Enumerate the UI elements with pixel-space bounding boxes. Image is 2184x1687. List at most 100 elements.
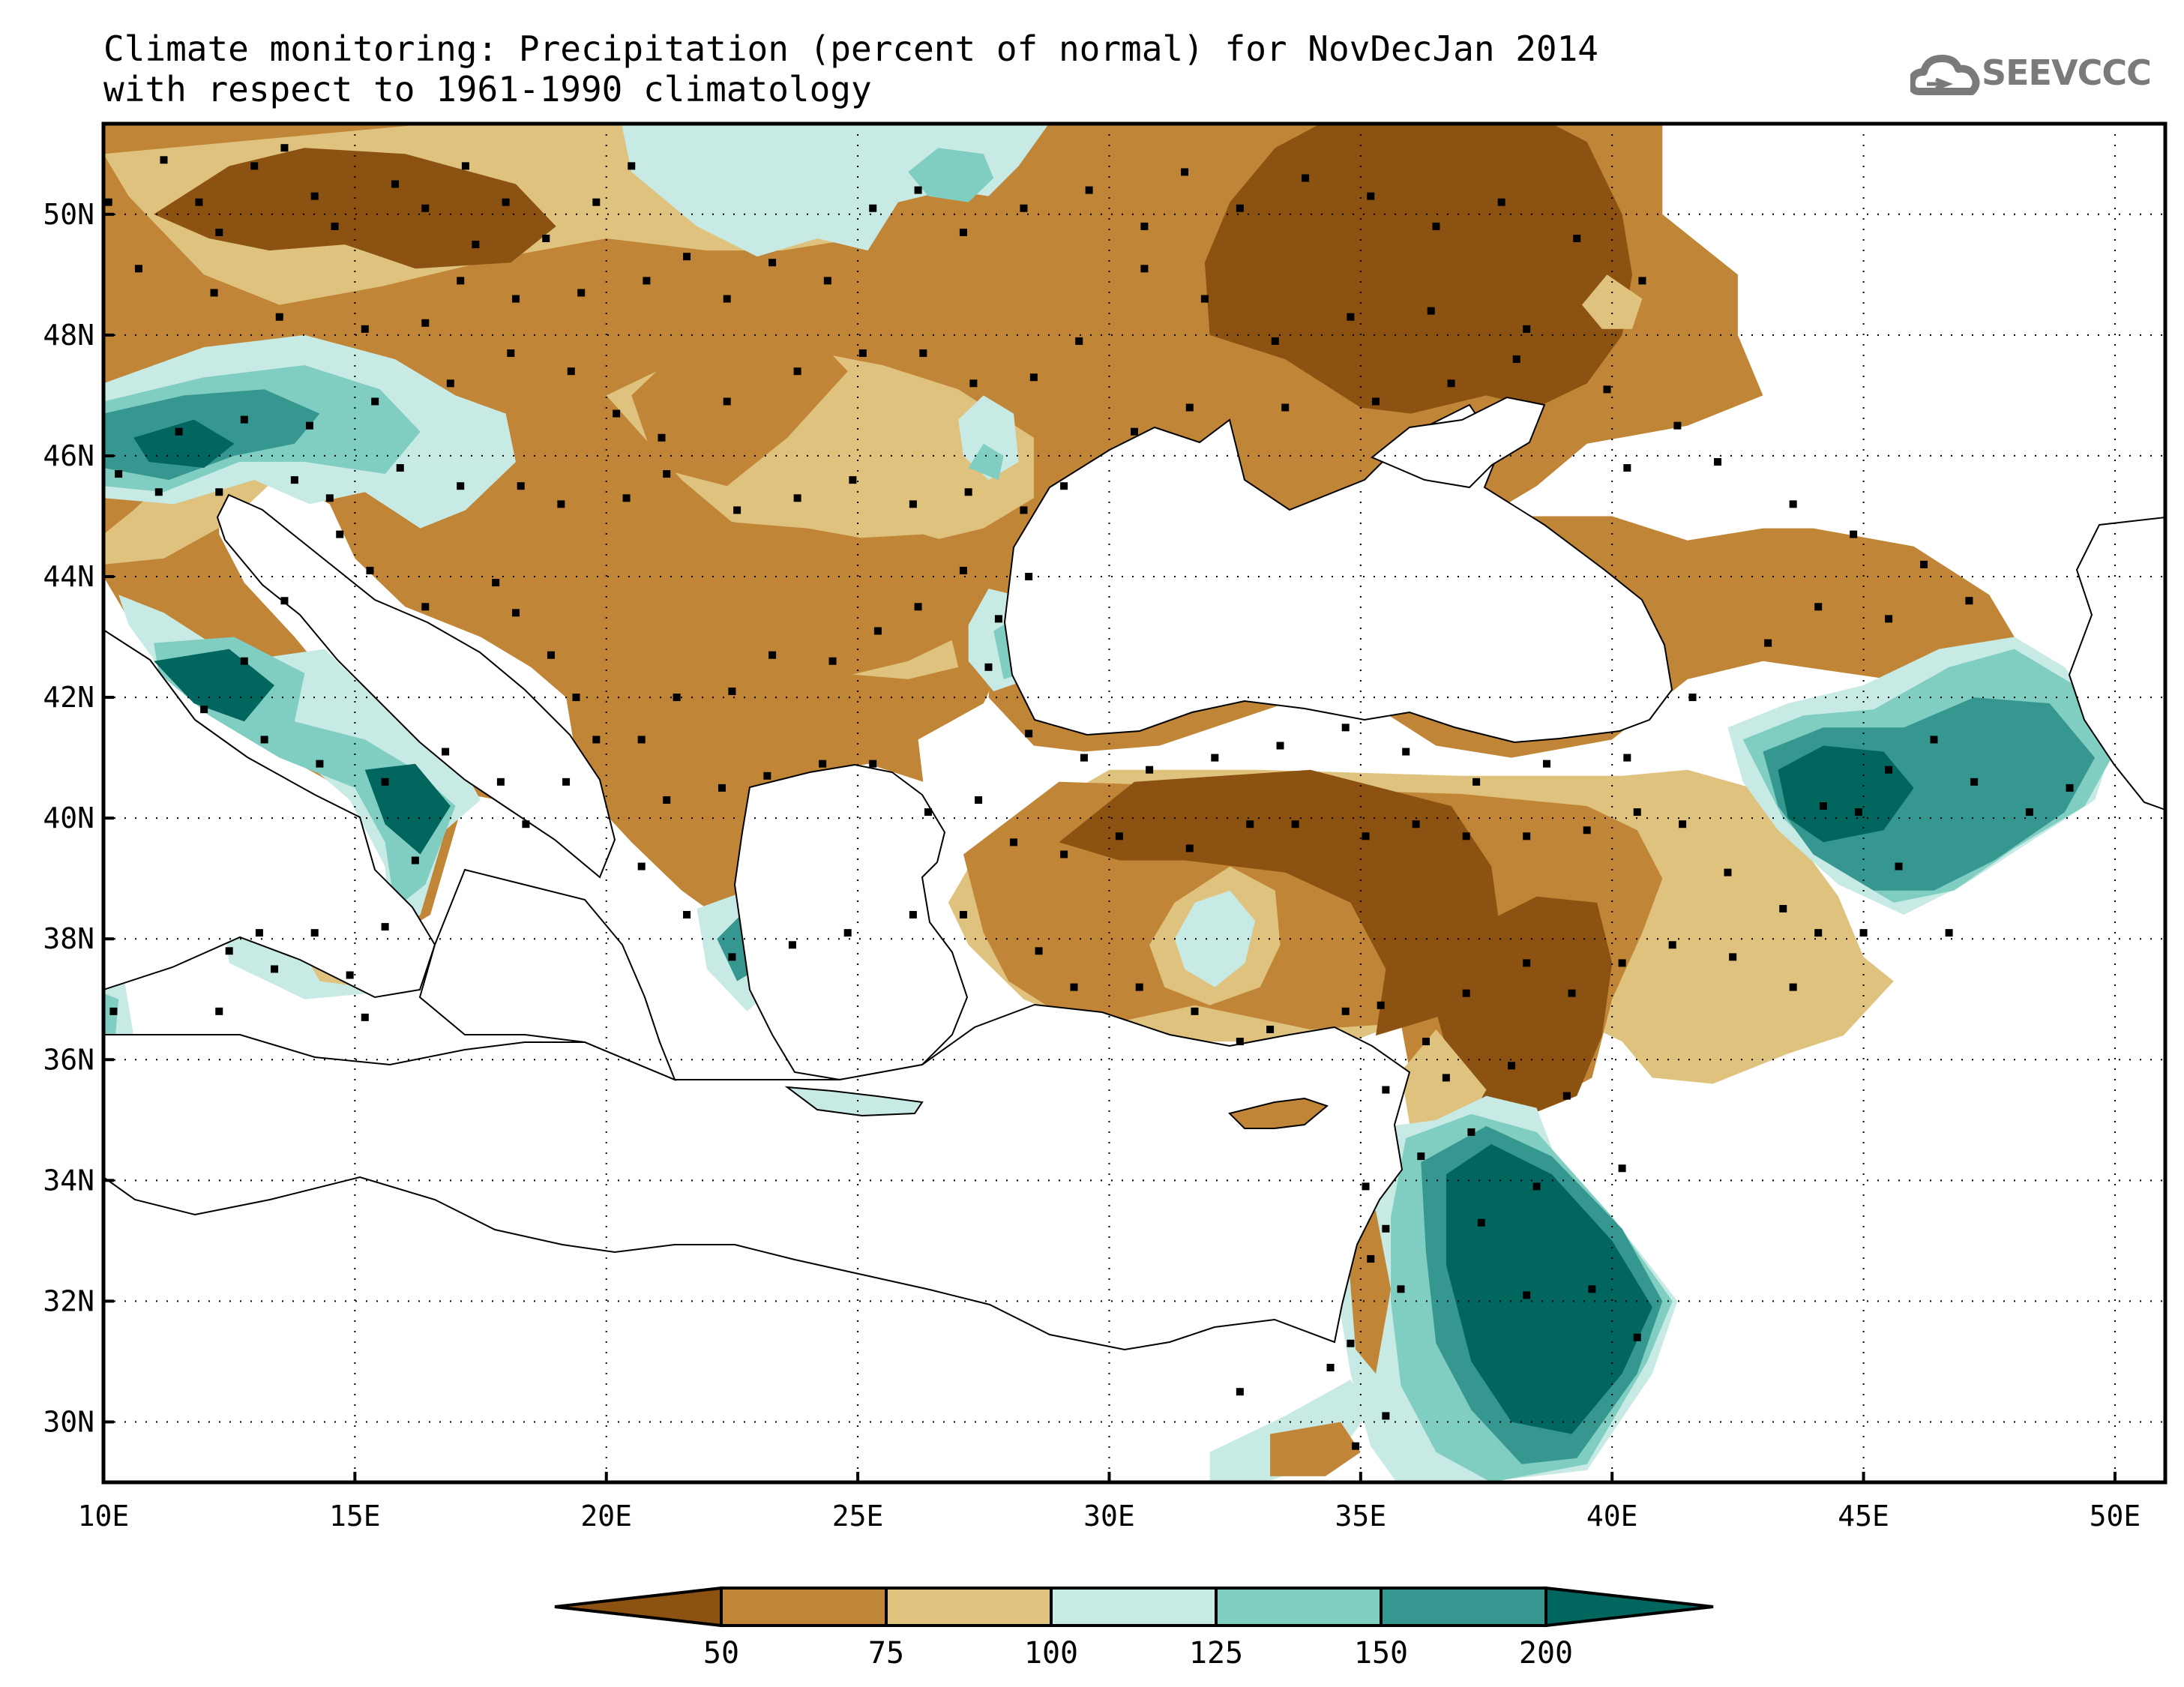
x-tick-label: 40E: [1586, 1500, 1638, 1533]
station-marker: [1523, 832, 1531, 841]
y-tick-label: 46N: [43, 439, 94, 472]
legend-box-c75_100: [885, 1587, 1053, 1627]
station-marker: [959, 566, 967, 574]
station-marker: [914, 186, 922, 194]
station-marker: [763, 772, 771, 780]
station-marker: [1523, 1291, 1531, 1299]
station-marker: [1633, 1333, 1641, 1341]
precip-region-c50_75: [1345, 1210, 1392, 1374]
station-marker: [1080, 754, 1088, 762]
station-marker: [849, 476, 857, 484]
legend-box-c100_125: [1050, 1587, 1218, 1627]
station-marker: [924, 808, 932, 817]
precip-region-gt200: [1446, 1144, 1652, 1434]
station-marker: [1211, 754, 1219, 762]
station-marker: [1562, 1092, 1571, 1100]
station-marker: [869, 760, 877, 768]
station-marker: [316, 760, 324, 768]
station-marker: [175, 427, 183, 436]
y-tick-label: 50N: [43, 198, 94, 231]
station-marker: [1447, 379, 1455, 388]
station-marker: [1236, 1388, 1244, 1396]
x-tick-label: 50E: [2090, 1500, 2141, 1533]
station-marker: [275, 313, 283, 321]
station-marker: [1029, 373, 1038, 382]
precip-region-c100_125: [958, 395, 1019, 481]
station-marker: [723, 397, 731, 406]
station-marker: [959, 910, 967, 918]
station-marker: [1920, 560, 1928, 568]
eastern-mediterranean: [103, 1003, 1411, 1351]
station-marker: [34, 990, 42, 997]
station-marker: [1236, 1038, 1244, 1046]
station-marker: [1462, 832, 1470, 841]
precip-region-c125_150: [968, 443, 1004, 481]
station-marker: [909, 910, 917, 918]
station-marker: [768, 259, 777, 267]
y-tick-label: 38N: [43, 922, 94, 955]
colorbar-legend: 50 75 100 125 150 200: [554, 1586, 1714, 1671]
station-marker: [1185, 403, 1194, 412]
x-tick-label: 45E: [1838, 1500, 1889, 1533]
station-marker: [1508, 1062, 1516, 1070]
adriatic-sea: [216, 493, 616, 879]
station-marker: [115, 470, 123, 478]
map-frame: [101, 121, 2168, 1485]
station-marker: [507, 349, 515, 358]
precip-region-c75_100: [103, 462, 274, 565]
station-marker: [1070, 983, 1078, 991]
station-marker: [562, 778, 571, 786]
station-marker: [522, 820, 530, 829]
legend-tick-label: 200: [1519, 1636, 1573, 1671]
station-marker: [1412, 820, 1420, 829]
station-marker: [914, 603, 922, 611]
station-marker: [361, 1013, 369, 1021]
station-marker: [1523, 959, 1531, 967]
station-marker: [1246, 820, 1254, 829]
station-marker: [1588, 1285, 1596, 1293]
y-tick-label: 32N: [43, 1284, 94, 1317]
station-marker: [1668, 941, 1676, 949]
precip-region-lt50: [1204, 124, 1632, 414]
station-marker: [1779, 904, 1787, 912]
station-marker: [457, 482, 465, 490]
station-marker: [1417, 1152, 1425, 1161]
station-marker: [1382, 1086, 1390, 1094]
station-marker: [1432, 222, 1440, 230]
legend-tick-label: 75: [868, 1636, 904, 1671]
station-marker: [306, 421, 313, 430]
station-marker: [1618, 959, 1626, 967]
x-tick-label: 15E: [329, 1500, 381, 1533]
station-marker: [718, 784, 726, 792]
station-marker: [1885, 615, 1893, 623]
station-marker: [1140, 222, 1149, 230]
station-marker: [1472, 778, 1481, 786]
station-marker: [1115, 832, 1123, 841]
cyprus: [1228, 1097, 1329, 1129]
station-marker: [1382, 1224, 1390, 1233]
station-marker: [613, 409, 621, 418]
station-marker: [250, 162, 259, 170]
station-marker: [1371, 397, 1380, 406]
station-marker: [793, 367, 801, 376]
station-marker: [567, 367, 575, 376]
station-marker: [733, 506, 741, 514]
title-line-2: with respect to 1961-1990 climatology: [103, 69, 872, 109]
tyrrhenian-ionian-sea: [103, 628, 436, 999]
station-marker: [1362, 832, 1370, 841]
station-marker: [728, 953, 736, 961]
station-marker: [215, 488, 223, 496]
y-tick-label: 34N: [43, 1164, 94, 1197]
precip-region-c100_125: [3, 830, 94, 909]
station-marker: [310, 929, 319, 937]
y-tick-label: 48N: [43, 319, 94, 352]
station-markers: [34, 144, 2074, 1450]
precip-region-gt200: [154, 649, 274, 722]
station-marker: [1497, 198, 1505, 206]
station-marker: [1185, 844, 1194, 852]
station-marker: [628, 162, 636, 170]
station-marker: [557, 500, 565, 508]
station-marker: [1341, 1007, 1350, 1015]
station-marker: [1131, 427, 1138, 436]
station-marker: [592, 736, 601, 744]
